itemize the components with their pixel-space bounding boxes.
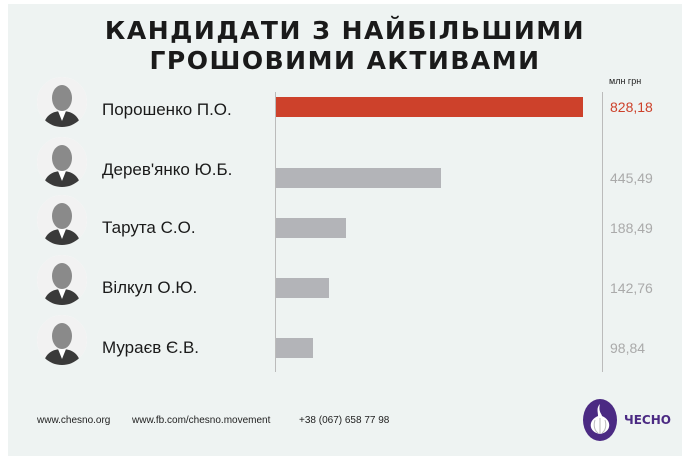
- bar-1: [276, 168, 442, 188]
- logo-text: ЧЕСНО: [624, 413, 671, 427]
- value-label: 188,49: [610, 220, 653, 236]
- value-label: 445,49: [610, 170, 653, 186]
- bar-2: [276, 218, 346, 238]
- footer-phone: +38 (067) 658 77 98: [299, 415, 390, 426]
- garlic-logo-icon: [583, 399, 617, 441]
- candidate-photo: [37, 77, 87, 127]
- bar-0: [276, 97, 583, 117]
- candidate-photo: [37, 255, 87, 305]
- axis-line: [275, 92, 276, 372]
- candidate-photo: [37, 195, 87, 245]
- candidate-name: Дерев'янко Ю.Б.: [102, 160, 233, 179]
- footer-site-link[interactable]: www.chesno.org: [37, 415, 111, 426]
- value-label: 142,76: [610, 280, 653, 296]
- candidate-name: Порошенко П.О.: [102, 100, 232, 119]
- candidate-name: Вілкул О.Ю.: [102, 278, 198, 297]
- footer-fb-link[interactable]: www.fb.com/chesno.movement: [132, 415, 271, 426]
- candidate-name: Тарута С.О.: [102, 218, 196, 237]
- title-line-2: ГРОШОВИМИ АКТИВАМИ: [149, 46, 541, 75]
- value-label: 98,84: [610, 340, 646, 356]
- bar-3: [276, 278, 329, 298]
- unit-label: млн грн: [609, 76, 642, 86]
- title-line-1: КАНДИДАТИ З НАЙБІЛЬШИМИ: [104, 16, 586, 45]
- value-separator: [602, 92, 603, 372]
- candidate-photo: [37, 315, 87, 365]
- candidate-name: Мураєв Є.В.: [102, 338, 200, 357]
- chart-title: КАНДИДАТИ З НАЙБІЛЬШИМИ ГРОШОВИМИ АКТИВА…: [0, 16, 690, 76]
- value-label: 828,18: [610, 99, 653, 115]
- bar-4: [276, 338, 313, 358]
- candidate-photo: [37, 137, 87, 187]
